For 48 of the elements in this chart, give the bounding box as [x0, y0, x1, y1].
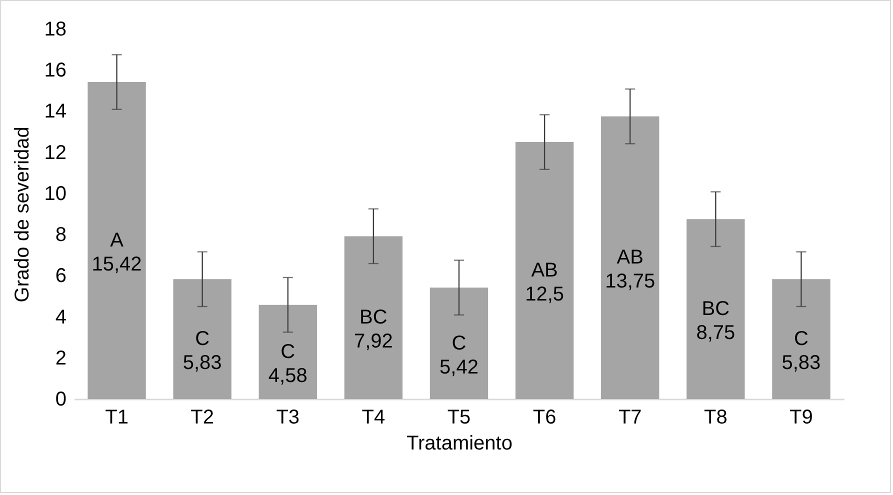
data-label: 5,83 — [182, 352, 222, 374]
x-axis-title: Tratamiento — [406, 432, 512, 454]
x-tick-label: T2 — [190, 406, 214, 428]
x-tick-label: T7 — [618, 406, 642, 428]
bar — [686, 219, 745, 399]
data-label: 8,75 — [696, 322, 736, 344]
bar — [88, 82, 146, 399]
y-tick-label: 12 — [44, 142, 66, 164]
annotation: BC — [360, 306, 388, 329]
y-tick-label: 6 — [55, 265, 66, 288]
annotation: AB — [616, 246, 644, 269]
annotation: A — [110, 230, 124, 252]
y-tick-label: 4 — [55, 306, 66, 328]
annotation: C — [452, 332, 466, 354]
x-tick-label: T5 — [447, 406, 471, 428]
bar — [258, 304, 317, 399]
bar — [344, 236, 403, 399]
bar — [772, 279, 830, 399]
annotation: AB — [531, 260, 558, 282]
x-tick-label: T6 — [532, 406, 556, 428]
bar — [173, 279, 232, 399]
x-tick-label: T9 — [790, 406, 813, 428]
y-tick-label: 2 — [55, 347, 66, 370]
y-axis-title: Grado de severidad — [11, 126, 34, 302]
x-tick-label: T1 — [105, 406, 128, 428]
data-label: 5,83 — [782, 352, 821, 374]
annotation: C — [794, 328, 808, 350]
bar — [430, 288, 488, 399]
data-label: 4,58 — [268, 364, 308, 387]
bar — [601, 116, 660, 399]
annotation: BC — [702, 298, 730, 320]
y-tick-label: 8 — [55, 224, 66, 246]
data-label: 7,92 — [354, 330, 393, 353]
y-tick-label: 14 — [44, 100, 66, 123]
y-tick-label: 16 — [44, 60, 66, 82]
y-tick-label: 0 — [55, 388, 66, 410]
y-tick-label: 18 — [44, 18, 66, 40]
annotation: C — [195, 328, 210, 350]
x-tick-label: T4 — [362, 406, 386, 428]
bar — [515, 142, 574, 399]
y-tick-label: 10 — [44, 182, 66, 205]
annotation: C — [280, 340, 296, 363]
x-tick-label: T3 — [276, 406, 300, 428]
data-label: 5,42 — [440, 356, 478, 378]
data-label: 15,42 — [92, 254, 142, 276]
x-tick-label: T8 — [704, 406, 728, 428]
data-label: 13,75 — [605, 270, 656, 293]
data-label: 12,5 — [525, 284, 564, 306]
